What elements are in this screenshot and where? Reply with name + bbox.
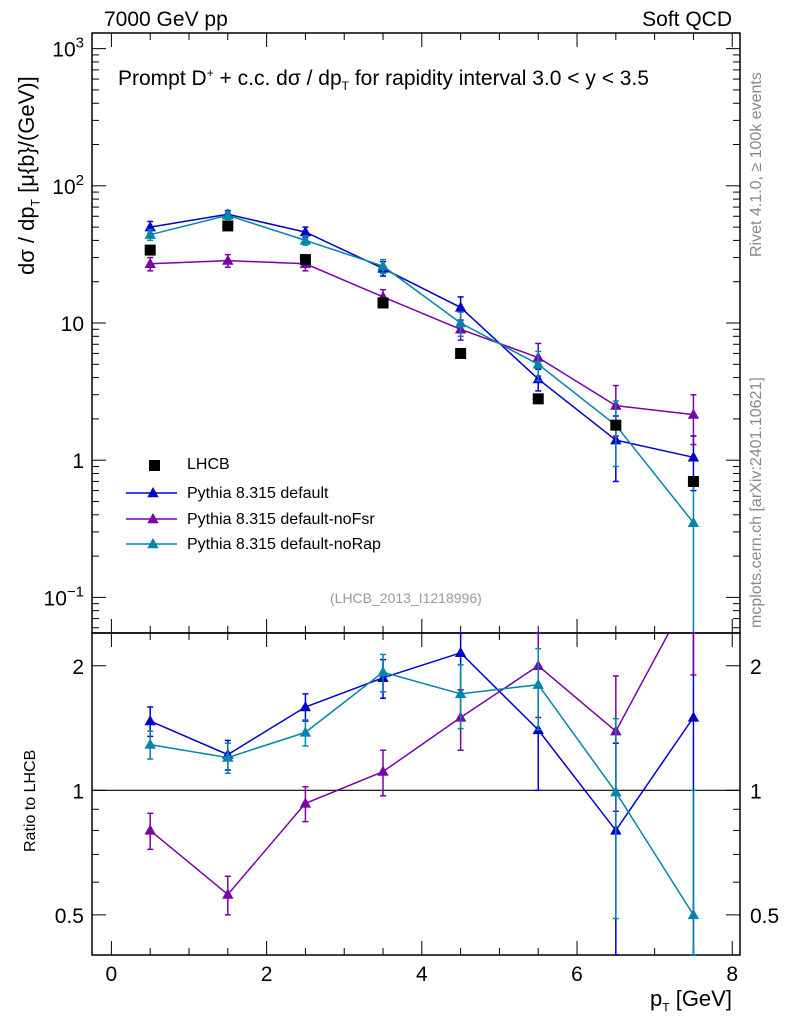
legend-label-default: Pythia 8.315 default (187, 485, 329, 502)
main-series-point (687, 408, 700, 419)
ratio-series-point (144, 715, 156, 726)
ylabel-post: [μ{b}/(GeV)] (14, 76, 39, 200)
legend (126, 460, 177, 549)
mcplots-label: mcplots.cern.ch [arXiv:2401.10621] (748, 377, 765, 628)
ratio-series-point (377, 666, 389, 677)
title-superscript: + (206, 66, 214, 80)
header-left: 7000 GeV pp (104, 8, 228, 31)
ratio-y-tick-label-right: 1 (750, 780, 762, 803)
main-series-point (299, 234, 312, 245)
ratio-series-point (377, 765, 389, 776)
ratio-y-tick-label-right: 0.5 (750, 905, 779, 928)
ratio-series-point (299, 797, 312, 808)
main-series-point (222, 209, 234, 220)
title-text-mid: + c.c. dσ / dp (213, 67, 342, 90)
ratio-series-point (222, 751, 234, 762)
data-point-lhcb (687, 475, 699, 487)
main-series-point (377, 260, 389, 271)
ratio-panel: 0.5 0.5 1 1 2 2 0 2 4 6 8 (55, 632, 779, 986)
tick-base: 10 (44, 587, 67, 610)
x-tick-label: 4 (416, 963, 428, 986)
xlabel-post: [GeV] (669, 986, 732, 1011)
main-series-point (532, 358, 544, 369)
title-subscript: T (341, 79, 349, 94)
data-point-lhcb (610, 419, 622, 431)
tick-exponent: 3 (76, 35, 84, 52)
data-point-lhcb (532, 393, 544, 405)
main-series-point (144, 257, 156, 269)
main-series-point (144, 228, 156, 239)
main-series-line-0 (150, 213, 694, 459)
x-tick-label: 0 (106, 963, 118, 986)
main-series-point (144, 221, 156, 232)
ratio-series-point (532, 678, 544, 689)
legend-marker-1 (147, 513, 159, 524)
data-point-lhcb (144, 244, 156, 256)
legend-marker-2 (147, 538, 159, 549)
legend-mark-lhcb (149, 460, 160, 471)
ratio-series-point (454, 646, 467, 657)
tick-base: 10 (52, 39, 75, 62)
ratio-series-point (299, 726, 312, 737)
ratio-series-point (687, 908, 700, 920)
title-text-post: for rapidity interval 3.0 < y < 3.5 (349, 67, 649, 90)
legend-marker-0 (147, 487, 159, 498)
ratio-series-point (610, 786, 622, 797)
analysis-label: (LHCB_2013_I1218996) (330, 590, 482, 606)
legend-label-norap: Pythia 8.315 default-noRap (187, 536, 381, 553)
xlabel-pre: p (650, 986, 663, 1011)
main-series-point (687, 516, 700, 527)
ylabel-sub: T (28, 199, 43, 207)
x-tick-label: 6 (571, 963, 583, 986)
header-right: Soft QCD (642, 8, 732, 31)
main-y-tick-label: 10−1 (44, 583, 84, 610)
data-point-lhcb (377, 297, 389, 309)
ratio-series-line-2 (150, 671, 695, 916)
ratio-y-tick-label: 1 (72, 780, 84, 803)
ratio-series-point (144, 824, 156, 835)
ratio-frame (91, 632, 741, 956)
x-axis-label: pT [GeV] (650, 986, 732, 1014)
ratio-series-point (454, 687, 467, 699)
ratio-series-line-0 (149, 651, 695, 832)
legend-label-nofsr: Pythia 8.315 default-noFsr (187, 511, 375, 528)
xlabel-sub: T (662, 1000, 670, 1015)
main-y-axis-label: dσ / dpT [μ{b}/(GeV)] (14, 76, 42, 275)
ratio-y-tick-label-right: 2 (750, 656, 762, 679)
main-y-tick-label: 10 (61, 313, 84, 336)
ratio-y-axis-label: Ratio to LHCB (22, 749, 39, 852)
main-y-tick-label: 1 (72, 450, 84, 473)
legend-label-lhcb: LHCB (187, 456, 230, 473)
ratio-y-tick-label: 0.5 (55, 905, 84, 928)
tick-exponent: −1 (67, 583, 84, 600)
ylabel-pre: dσ / dp (14, 206, 39, 275)
main-series-line-1 (150, 259, 694, 416)
main-series-point (222, 254, 234, 265)
ratio-series-point (299, 700, 312, 712)
tick-exponent: 2 (76, 172, 84, 189)
ratio-y-tick-label: 2 (72, 656, 84, 679)
tick-base: 10 (52, 176, 75, 199)
main-series-line-2 (150, 214, 694, 524)
main-series-point (299, 226, 312, 237)
ratio-series-point (144, 738, 156, 749)
main-series-point (454, 317, 467, 328)
main-y-tick-label: 103 (52, 35, 84, 62)
main-y-tick-label: 102 (52, 172, 84, 199)
data-point-lhcb (299, 254, 311, 266)
title-text-pre: Prompt D (118, 67, 207, 90)
x-tick-label: 8 (726, 963, 738, 986)
rivet-label: Rivet 4.1.0, ≥ 100k events (748, 72, 765, 257)
main-series-point (454, 301, 467, 312)
main-series-point (687, 451, 700, 462)
ratio-series-point (222, 888, 234, 899)
plot-title: Prompt D+ + c.c. dσ / dpT for rapidity i… (118, 66, 649, 93)
x-tick-label: 2 (261, 963, 273, 986)
ratio-series-point (687, 711, 700, 722)
data-point-lhcb (455, 347, 467, 359)
ratio-series-line-1 (149, 633, 670, 896)
data-point-lhcb (222, 220, 234, 232)
